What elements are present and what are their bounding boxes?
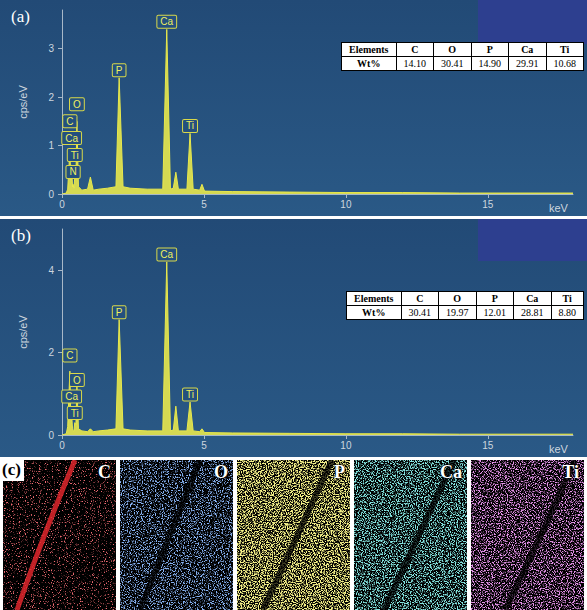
html-text:Ca: Ca bbox=[521, 44, 534, 55]
svg-text:Ti: Ti bbox=[71, 150, 79, 161]
html-text:Elements: Elements bbox=[349, 44, 389, 55]
svg-text:Ti: Ti bbox=[186, 389, 194, 400]
html-text:14.90: 14.90 bbox=[478, 58, 501, 69]
svg-text:Ca: Ca bbox=[160, 249, 173, 260]
svg-text:P: P bbox=[116, 65, 123, 76]
svg-text:0: 0 bbox=[59, 440, 65, 451]
svg-text:N: N bbox=[69, 166, 76, 177]
html-text:Elements: Elements bbox=[354, 293, 394, 304]
svg-text:15: 15 bbox=[482, 199, 494, 210]
svg-text:0: 0 bbox=[59, 199, 65, 210]
html-text:Ti: Ti bbox=[560, 44, 570, 55]
svg-text:O: O bbox=[73, 375, 81, 386]
html-text:29.91: 29.91 bbox=[516, 58, 539, 69]
svg-text:Ti: Ti bbox=[71, 408, 79, 419]
html-text:Wt%: Wt% bbox=[357, 58, 381, 69]
html-text:C: C bbox=[98, 462, 111, 482]
svg-text:O: O bbox=[73, 99, 81, 110]
html-text:O: O bbox=[453, 293, 462, 304]
svg-text:0: 0 bbox=[48, 430, 54, 441]
html-text:P: P bbox=[486, 44, 493, 55]
svg-text:(a): (a) bbox=[11, 7, 30, 26]
html-text:Wt%: Wt% bbox=[362, 307, 386, 318]
html-text:Ti: Ti bbox=[562, 293, 572, 304]
html-text:14.10: 14.10 bbox=[403, 58, 426, 69]
svg-text:cps/eV: cps/eV bbox=[17, 85, 29, 119]
html-text:19.97: 19.97 bbox=[446, 307, 469, 318]
svg-text:Ca: Ca bbox=[65, 133, 78, 144]
svg-text:0: 0 bbox=[48, 189, 54, 200]
html-text:30.41: 30.41 bbox=[441, 58, 464, 69]
svg-text:4: 4 bbox=[48, 265, 54, 276]
html-text:C: C bbox=[411, 44, 419, 55]
svg-text:(b): (b) bbox=[11, 226, 31, 245]
svg-text:keV: keV bbox=[549, 202, 569, 214]
svg-text:cps/eV: cps/eV bbox=[17, 315, 29, 349]
html-text:12.01: 12.01 bbox=[483, 307, 506, 318]
html-text:P: P bbox=[491, 293, 498, 304]
html-text:30.41: 30.41 bbox=[408, 307, 431, 318]
svg-text:Ti: Ti bbox=[186, 120, 194, 131]
html-text:(c): (c) bbox=[2, 460, 21, 479]
svg-text:Ca: Ca bbox=[65, 391, 78, 402]
html-text:O: O bbox=[214, 462, 228, 482]
svg-text:C: C bbox=[66, 350, 73, 361]
svg-text:5: 5 bbox=[201, 199, 207, 210]
html-text:Ti: Ti bbox=[562, 462, 579, 482]
html-text:28.81: 28.81 bbox=[521, 307, 544, 318]
html-text:P: P bbox=[334, 462, 345, 482]
svg-text:15: 15 bbox=[482, 440, 494, 451]
svg-text:2: 2 bbox=[48, 92, 54, 103]
svg-text:2: 2 bbox=[48, 347, 54, 358]
html-text:8.80: 8.80 bbox=[558, 307, 576, 318]
svg-text:10: 10 bbox=[340, 440, 352, 451]
svg-text:Ca: Ca bbox=[160, 16, 173, 27]
svg-text:10: 10 bbox=[340, 199, 352, 210]
html-text:Ca: Ca bbox=[440, 462, 462, 482]
svg-text:C: C bbox=[66, 116, 73, 127]
html-text:C: C bbox=[416, 293, 424, 304]
svg-text:1: 1 bbox=[48, 140, 54, 151]
html-text:10.68: 10.68 bbox=[553, 58, 576, 69]
svg-text:P: P bbox=[116, 307, 123, 318]
html-text:O: O bbox=[448, 44, 457, 55]
svg-text:5: 5 bbox=[201, 440, 207, 451]
svg-text:3: 3 bbox=[48, 43, 54, 54]
html-text:Ca: Ca bbox=[526, 293, 539, 304]
svg-text:keV: keV bbox=[549, 443, 569, 455]
